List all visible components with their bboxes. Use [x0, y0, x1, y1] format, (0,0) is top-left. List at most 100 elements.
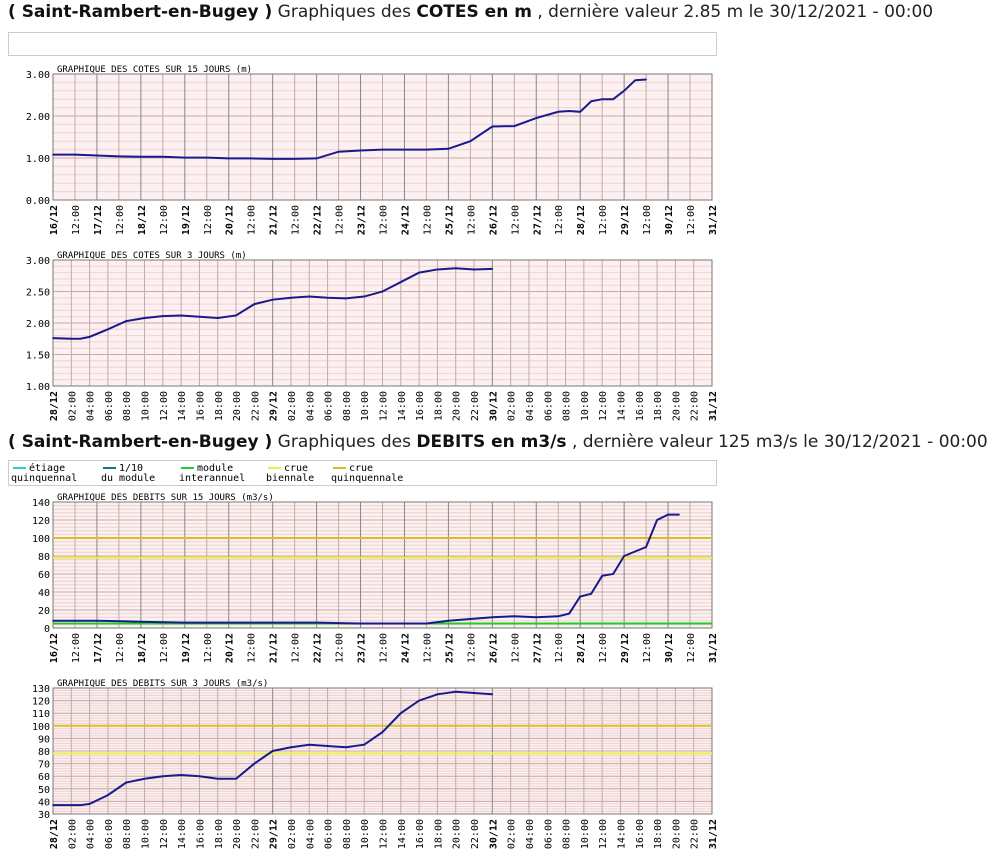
debits-header-last-value: , dernière valeur 125 m3/s le 30/12/2021… [566, 432, 988, 452]
data-point [198, 775, 201, 777]
data-point [535, 117, 538, 119]
x-tick-label: 31/12 [708, 819, 719, 849]
data-point [469, 140, 472, 142]
data-point [473, 268, 475, 271]
x-tick-label: 18/12 [137, 633, 148, 663]
legend-label: étiage [29, 463, 66, 474]
x-tick-label: 22/12 [313, 633, 324, 663]
data-point [568, 612, 571, 615]
x-tick-label: 22:00 [690, 819, 701, 849]
debits-station-name: ( Saint-Rambert-en-Bugey ) [8, 432, 273, 452]
x-tick-label: 12:00 [115, 205, 126, 235]
data-point [601, 98, 603, 100]
y-tick-label: 50 [38, 785, 50, 796]
legend-item-crue-biennale: crue biennale [266, 464, 314, 484]
legend-swatch [103, 467, 116, 469]
x-tick-label: 20:00 [452, 819, 463, 849]
x-tick-label: 25/12 [444, 633, 455, 663]
x-tick-label: 12:00 [642, 205, 653, 235]
x-tick-label: 16/12 [49, 633, 60, 663]
x-tick-label: 10:00 [141, 819, 152, 849]
x-tick-label: 08:00 [562, 819, 573, 849]
x-tick-label: 22:00 [250, 391, 261, 421]
data-point [162, 315, 164, 317]
x-tick-label: 12:00 [466, 633, 477, 663]
x-tick-label: 12:00 [379, 205, 390, 235]
x-tick-label: 12:00 [642, 633, 653, 663]
data-point [400, 281, 402, 283]
x-tick-label: 04:00 [86, 391, 97, 421]
legend-label: crue [349, 463, 374, 474]
data-point [601, 575, 603, 577]
data-point [70, 337, 73, 340]
x-tick-label: 12:00 [598, 205, 609, 235]
x-tick-label: 06:00 [543, 819, 554, 849]
x-tick-label: 04:00 [525, 391, 536, 421]
legend-item-crue-quinquennale: crue quinquennale [331, 464, 403, 484]
data-point [52, 337, 54, 339]
legend-sublabel: interannuel [179, 473, 246, 484]
y-tick-label: 70 [38, 760, 50, 771]
x-tick-label: 12:00 [686, 205, 697, 235]
x-tick-label: 24/12 [400, 205, 411, 235]
data-point [180, 774, 182, 776]
data-point [96, 154, 98, 157]
x-tick-label: 10:00 [360, 391, 371, 421]
data-point [140, 620, 142, 623]
x-tick-label: 08:00 [342, 391, 353, 421]
x-tick-label: 16:00 [415, 819, 426, 849]
data-point [271, 298, 274, 301]
data-point [363, 295, 365, 298]
x-tick-label: 14:00 [397, 391, 408, 421]
y-tick-label: 1.00 [26, 382, 50, 393]
x-tick-label: 19/12 [181, 205, 192, 235]
x-tick-label: 02:00 [67, 391, 78, 421]
legend-item-etiage: étiage quinquennal [11, 464, 77, 484]
data-point [326, 297, 329, 299]
x-tick-label: 18:00 [653, 819, 664, 849]
data-point [184, 621, 186, 624]
data-point [359, 149, 362, 152]
y-tick-label: 80 [38, 747, 50, 758]
y-tick-label: 2.00 [26, 319, 50, 330]
data-point [249, 157, 252, 160]
x-tick-label: 12:00 [598, 819, 609, 849]
x-tick-label: 28/12 [576, 205, 587, 235]
y-tick-label: 0.00 [26, 196, 50, 207]
x-tick-label: 25/12 [444, 205, 455, 235]
data-point [454, 267, 457, 269]
x-tick-label: 12:00 [335, 205, 346, 235]
x-tick-label: 21/12 [269, 205, 280, 235]
x-tick-label: 06:00 [543, 391, 554, 421]
legend-sublabel: biennale [266, 473, 315, 484]
x-tick-label: 02:00 [287, 391, 298, 421]
x-tick-label: 10:00 [580, 391, 591, 421]
plot-frame [52, 687, 713, 815]
x-tick-label: 02:00 [287, 819, 298, 849]
x-tick-label: 08:00 [342, 819, 353, 849]
x-tick-label: 14:00 [616, 391, 627, 421]
data-point [454, 690, 457, 693]
data-point [180, 314, 182, 317]
data-point [52, 620, 54, 622]
x-tick-label: 12:00 [247, 633, 258, 663]
x-tick-label: 12:00 [422, 205, 433, 235]
cotes-empty-legend-box [8, 32, 717, 56]
legend-swatch [333, 467, 346, 469]
data-point [216, 777, 219, 780]
x-tick-label: 12:00 [466, 205, 477, 235]
x-tick-label: 22:00 [470, 391, 481, 421]
x-tick-label: 22/12 [313, 205, 324, 235]
data-point [235, 777, 237, 780]
data-point [107, 328, 109, 331]
x-tick-label: 18:00 [214, 819, 225, 849]
y-tick-label: 140 [32, 498, 50, 509]
data-point [184, 156, 186, 159]
x-tick-label: 20:00 [671, 819, 682, 849]
data-point [491, 125, 494, 128]
data-point [623, 555, 625, 557]
data-point [381, 148, 384, 151]
data-point [227, 157, 230, 160]
y-tick-label: 20 [38, 606, 50, 617]
